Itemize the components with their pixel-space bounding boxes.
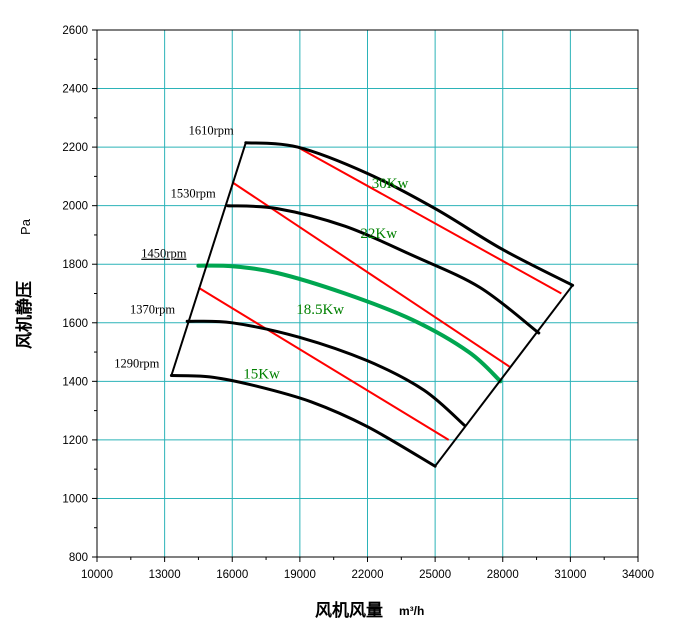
x-tick-label: 34000 <box>622 569 654 581</box>
y-tick-label: 800 <box>69 552 88 564</box>
speed-curve-1370rpm <box>185 319 466 427</box>
speed-curves <box>169 141 575 468</box>
x-tick-label: 13000 <box>149 569 181 581</box>
power-line-18-5kw <box>197 286 450 441</box>
operating-boundary <box>170 142 574 467</box>
rpm-label-1370rpm: 1370rpm <box>130 302 175 316</box>
x-axis-label: 风机风量 <box>315 600 383 621</box>
x-tick-label: 31000 <box>554 569 586 581</box>
rpm-label-1450rpm: 1450rpm <box>141 247 186 261</box>
y-axis-title: 风机静压 Pa <box>14 218 35 349</box>
speed-curve-1290rpm <box>169 374 437 468</box>
power-label-18-5kw: 18.5Kw <box>296 302 344 318</box>
rpm-label-1290rpm: 1290rpm <box>114 356 159 370</box>
x-tick-label: 10000 <box>81 569 113 581</box>
y-tick-label: 1000 <box>62 493 88 505</box>
power-line-30kw <box>297 146 562 295</box>
left-boundary-line <box>170 142 247 376</box>
x-axis-title: 风机风量 m³/h <box>315 600 424 621</box>
rpm-label-1610rpm: 1610rpm <box>189 124 234 138</box>
y-axis-label: 风机静压 <box>14 281 35 349</box>
x-tick-label: 19000 <box>284 569 316 581</box>
right-boundary-line <box>434 284 574 467</box>
power-label-22kw: 22Kw <box>360 226 397 242</box>
y-axis-unit: Pa <box>18 218 33 235</box>
speed-curve-1450rpm <box>196 263 503 384</box>
y-tick-label: 2600 <box>62 25 88 37</box>
x-tick-label: 28000 <box>487 569 519 581</box>
y-tick-label: 1200 <box>62 435 88 447</box>
curve-labels: 1610rpm 1530rpm 1450rpm 1370rpm 1290rpm 30Kw 2… <box>114 124 408 383</box>
x-axis-unit: m³/h <box>399 604 424 618</box>
power-line-22kw <box>231 181 511 368</box>
rpm-label-1530rpm: 1530rpm <box>171 187 216 201</box>
y-tick-label: 2200 <box>62 142 88 154</box>
x-tick-label: 16000 <box>216 569 248 581</box>
y-tick-label: 1400 <box>62 376 88 388</box>
power-label-30kw: 30Kw <box>372 176 409 192</box>
speed-curve-1610rpm <box>244 141 575 287</box>
power-lines <box>197 146 562 441</box>
y-tick-label: 2000 <box>62 201 88 213</box>
y-tick-label: 1800 <box>62 259 88 271</box>
y-tick-label: 1600 <box>62 318 88 330</box>
y-tick-label: 2400 <box>62 84 88 96</box>
speed-curve-1530rpm <box>226 204 541 335</box>
axis-ticks: 10000 13000 16000 19000 22000 25000 28000 31000… <box>62 25 654 581</box>
grid <box>97 30 638 557</box>
power-label-15kw: 15Kw <box>243 366 280 382</box>
x-tick-label: 22000 <box>352 569 384 581</box>
x-tick-label: 25000 <box>419 569 451 581</box>
